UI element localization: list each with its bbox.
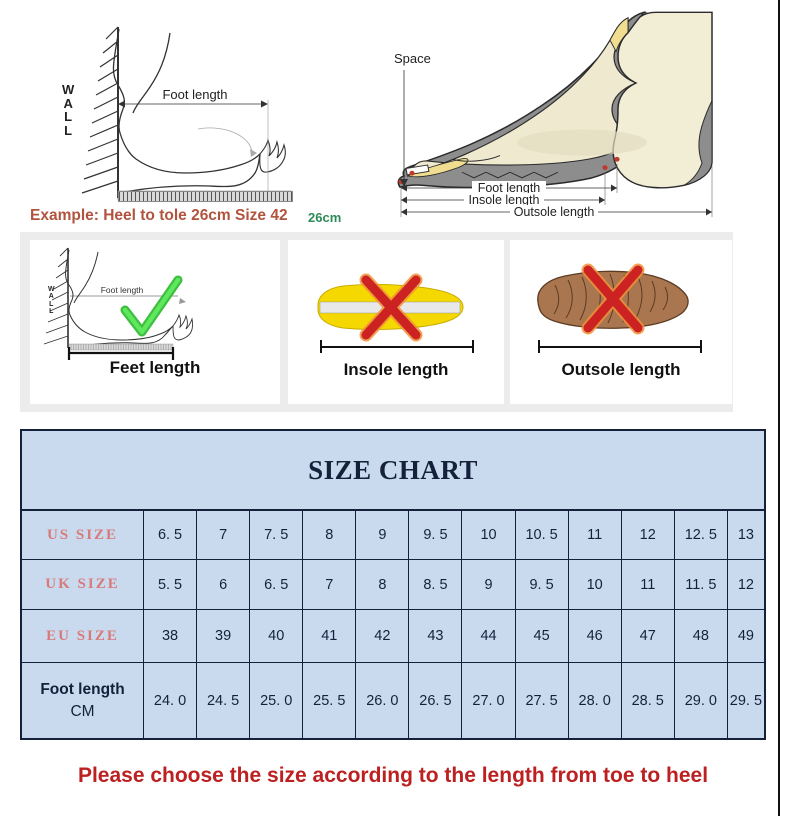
svg-text:Space: Space (394, 51, 431, 66)
svg-text:Foot length: Foot length (162, 87, 227, 102)
svg-text:Foot length: Foot length (101, 285, 144, 295)
svg-text:Outsole length: Outsole length (514, 205, 595, 218)
